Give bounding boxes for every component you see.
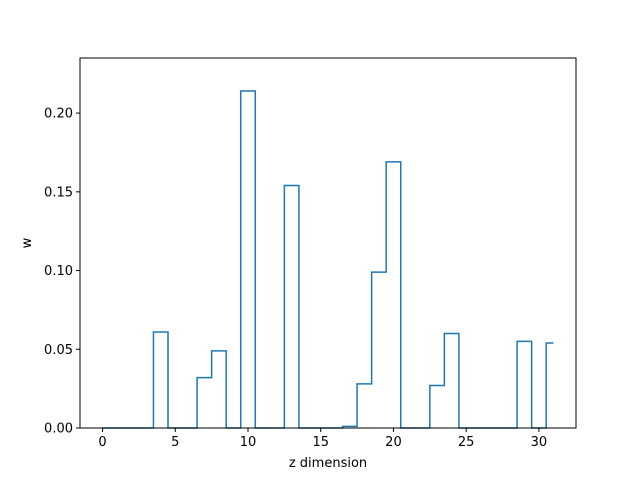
- y-tick-label: 0.10: [44, 264, 73, 279]
- x-tick-label: 20: [385, 435, 402, 450]
- x-axis-ticks: 0 5 10 15 20 25 30: [98, 428, 547, 450]
- x-tick-label: 10: [240, 435, 257, 450]
- axes-frame: [79, 57, 577, 429]
- x-axis-label: z dimension: [289, 456, 367, 471]
- x-tick-label: 5: [171, 435, 179, 450]
- y-tick-label: 0.00: [44, 422, 73, 437]
- y-axis-label: w: [20, 237, 35, 248]
- x-tick-label: 30: [531, 435, 548, 450]
- y-axis-ticks: 0.00 0.05 0.10 0.15 0.20: [44, 107, 80, 437]
- x-tick-label: 25: [458, 435, 475, 450]
- y-tick-label: 0.20: [44, 107, 73, 122]
- y-tick-label: 0.05: [44, 343, 73, 358]
- y-tick-label: 0.15: [44, 185, 73, 200]
- x-tick-label: 0: [98, 435, 106, 450]
- x-tick-label: 15: [312, 435, 329, 450]
